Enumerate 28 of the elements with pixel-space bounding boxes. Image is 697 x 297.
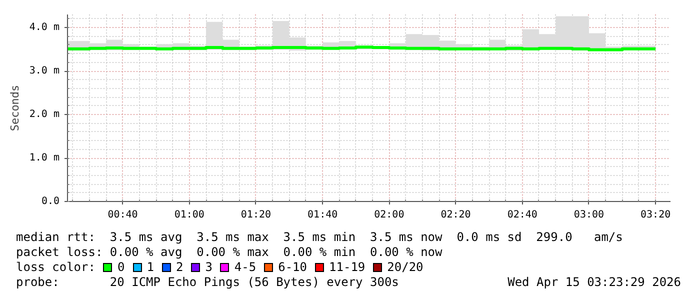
y-tick-label: 2.0 m <box>29 109 60 120</box>
y-tick-label: 4.0 m <box>29 22 60 34</box>
x-tick-label: 02:00 <box>374 210 404 220</box>
text: Wed Apr 15 03:23:29 2026 <box>508 275 681 290</box>
legend-label: 6-10 <box>278 260 308 274</box>
text: loss color: <box>16 260 96 274</box>
y-tick-label: 3.0 m <box>29 66 60 77</box>
legend-label: 0 <box>117 260 125 274</box>
x-tick-label: 03:20 <box>640 210 671 220</box>
x-tick-label: 01:40 <box>308 210 338 220</box>
y-tick-label: 1.0 m <box>29 152 60 164</box>
legend-label: 1 <box>146 260 154 274</box>
x-tick-label: 00:40 <box>108 210 138 220</box>
legend-label: 2 <box>176 260 184 274</box>
x-tick-label: 01:00 <box>174 210 204 220</box>
y-tick-label: 0.0 <box>41 196 60 207</box>
x-tick-label: 02:20 <box>440 210 471 220</box>
x-tick-label: 02:40 <box>507 210 538 220</box>
legend-label: 4-5 <box>234 260 256 274</box>
y-axis-title: Seconds <box>8 84 22 132</box>
text: median rtt: 3.5 ms avg 3.5 ms max 3.5 ms min 3.5 ms now 0.0 ms sd 299.0 am/s <box>16 230 624 245</box>
text: packet loss: 0.00 % avg 0.00 % max 0.00 % min 0.00 % now <box>16 245 444 260</box>
legend-label: 20/20 <box>387 260 424 274</box>
legend-label: 3 <box>205 260 212 274</box>
x-tick-label: 01:20 <box>240 210 272 220</box>
x-tick-label: 03:00 <box>574 210 604 220</box>
legend-label: 11-19 <box>329 260 366 274</box>
text: probe: 20 ICMP Echo Pings (56 Bytes) every 300s <box>16 275 399 290</box>
